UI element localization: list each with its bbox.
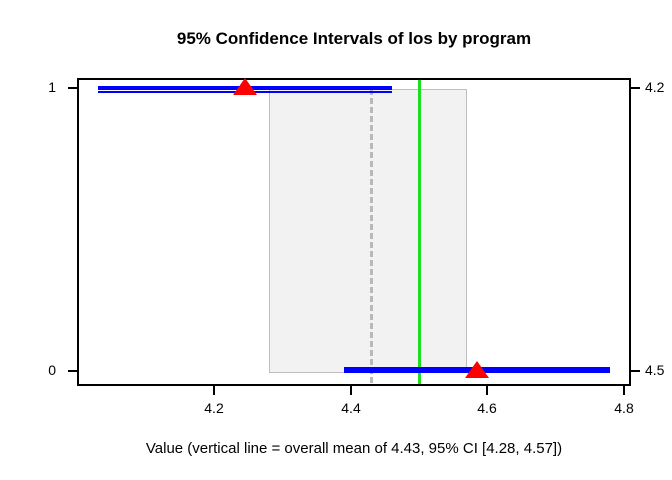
right-axis-label: 4.2 xyxy=(645,79,665,95)
y-axis-tick xyxy=(68,87,77,89)
overall-mean-line xyxy=(370,89,373,383)
x-axis-tick xyxy=(213,386,215,395)
right-axis-tick xyxy=(631,87,640,89)
group-mean-marker xyxy=(465,361,489,378)
y-axis-label: 0 xyxy=(48,362,56,378)
x-axis-tick xyxy=(623,386,625,395)
x-axis-tick-label: 4.2 xyxy=(204,400,224,416)
reference-line xyxy=(418,80,421,384)
y-axis-label: 1 xyxy=(48,79,56,95)
x-axis-caption: Value (vertical line = overall mean of 4… xyxy=(145,440,563,457)
right-axis-tick xyxy=(631,370,640,372)
x-axis-tick-label: 4.8 xyxy=(614,400,634,416)
x-axis-tick-label: 4.6 xyxy=(477,400,497,416)
group-mean-marker xyxy=(233,78,257,95)
right-axis-label: 4.5 xyxy=(645,362,665,378)
x-axis-tick xyxy=(486,386,488,395)
x-axis-tick-label: 4.4 xyxy=(341,400,361,416)
overall-ci-region xyxy=(269,89,467,373)
chart-title: 95% Confidence Intervals of los by progr… xyxy=(176,29,532,48)
x-axis-tick xyxy=(350,386,352,395)
y-axis-tick xyxy=(68,370,77,372)
plot-area xyxy=(77,78,631,386)
